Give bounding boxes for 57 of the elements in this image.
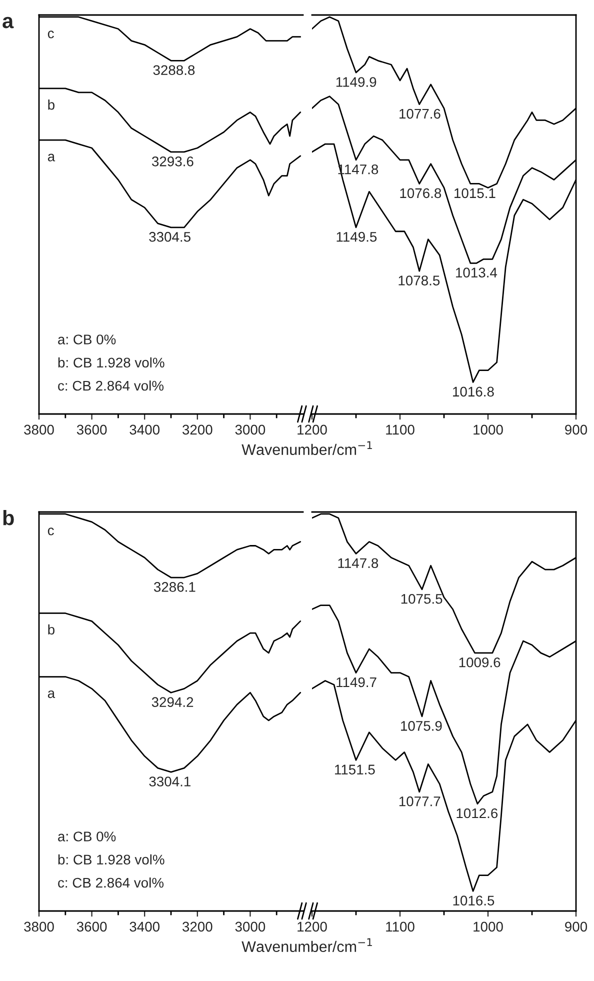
x-tick-label: 1200 <box>298 424 327 435</box>
x-tick-label: 1000 <box>474 922 503 932</box>
annotation: 1149.5 <box>336 232 377 242</box>
annotation: 3293.6 <box>152 156 194 166</box>
series-label: b <box>48 624 54 635</box>
annotation: 1077.6 <box>400 108 440 119</box>
x-tick-label: 1100 <box>386 922 414 932</box>
annotation: b: CB 1.928 vol% <box>58 357 164 368</box>
annotation: 1016.5 <box>453 896 494 906</box>
x-tick-label: 3600 <box>76 424 107 435</box>
x-tick-label: 1100 <box>386 424 414 435</box>
annotation: 3286.1 <box>154 582 196 592</box>
x-tick-label: 1200 <box>298 922 327 932</box>
annotation: 1075.9 <box>401 720 442 731</box>
x-tick-label: 3400 <box>130 922 160 932</box>
x-tick-label: 3200 <box>182 424 212 435</box>
series-label: b <box>48 100 54 110</box>
annotation: 1149.7 <box>336 677 376 688</box>
x-tick-label: 1000 <box>474 424 503 435</box>
x-tick-label: 3800 <box>24 424 54 435</box>
chart-title: a <box>2 16 14 28</box>
annotation: 1075.5 <box>401 594 442 604</box>
annotation: 1015.1 <box>454 188 496 198</box>
x-tick-label: 900 <box>565 922 588 932</box>
x-tick-label: 3800 <box>24 922 54 932</box>
x-tick-label: 3200 <box>182 922 212 932</box>
annotation: 1151.5 <box>335 764 375 775</box>
x-tick-label: 3600 <box>76 922 107 932</box>
series-label: a <box>48 690 56 698</box>
series-label: c <box>48 30 54 38</box>
series-label: c <box>48 528 54 536</box>
x-axis-title: Wavenumber/cm$^{−1}$ <box>242 441 372 456</box>
annotation: 1078.5 <box>398 276 440 286</box>
annotation: 3304.5 <box>149 232 190 242</box>
annotation: a: CB 0% <box>58 334 116 344</box>
annotation: 1076.8 <box>400 188 442 198</box>
annotation: 3304.1 <box>149 776 190 786</box>
annotation: 1149.9 <box>336 77 376 87</box>
annotation: 1009.6 <box>459 657 500 668</box>
annotation: 3288.8 <box>153 65 195 76</box>
series-label: a <box>48 154 56 162</box>
annotation: 1013.4 <box>456 268 498 278</box>
annotation: 1147.8 <box>338 558 378 568</box>
x-axis-title: Wavenumber/cm$^{−1}$ <box>242 938 372 952</box>
annotation: 1016.8 <box>453 386 494 397</box>
x-tick-label: 3400 <box>130 424 160 435</box>
annotation: 1077.7 <box>399 796 440 806</box>
annotation: c: CB 2.864 vol% <box>58 380 164 391</box>
annotation: 1012.6 <box>456 808 498 818</box>
x-tick-label: 900 <box>565 424 588 435</box>
annotation: b: CB 1.928 vol% <box>58 854 164 865</box>
annotation: a: CB 0% <box>58 832 116 842</box>
annotation: 3294.2 <box>152 697 194 708</box>
annotation: c: CB 2.864 vol% <box>58 877 164 888</box>
x-tick-label: 3000 <box>235 424 266 435</box>
chart-title: b <box>3 510 14 526</box>
x-tick-label: 3000 <box>235 922 266 932</box>
